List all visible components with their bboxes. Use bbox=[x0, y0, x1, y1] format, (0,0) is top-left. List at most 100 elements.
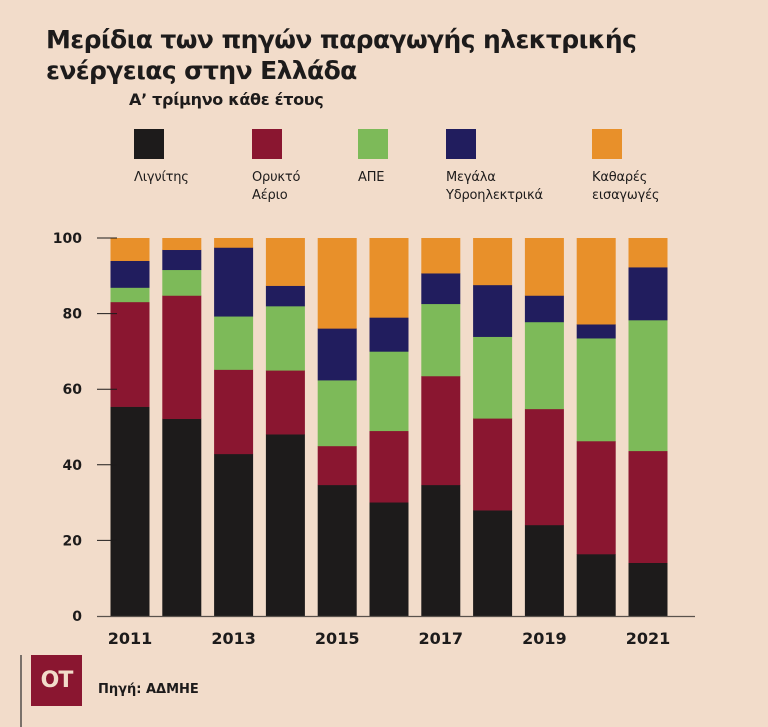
bar-stack-2020 bbox=[576, 238, 616, 617]
bar-segment bbox=[369, 238, 409, 318]
source-note: Πηγή: ΑΔΜΗΕ bbox=[98, 682, 199, 697]
legend-swatch bbox=[446, 129, 476, 159]
chart-title: Μερίδια των πηγών παραγωγής ηλεκτρικής ε… bbox=[46, 25, 637, 85]
legend-item-natural-gas: Ορυκτό Αέριο bbox=[252, 129, 300, 205]
x-tick-label: 2011 bbox=[108, 629, 153, 648]
bar-segment bbox=[628, 238, 668, 268]
bar-segment bbox=[369, 317, 409, 352]
legend-item-lignite: Λιγνίτης bbox=[134, 129, 189, 187]
bar-segment bbox=[524, 321, 564, 410]
bar-stack-2011 bbox=[110, 238, 150, 617]
bar-segment bbox=[110, 287, 150, 303]
legend-label: ΑΠΕ bbox=[358, 170, 385, 185]
axis-group: 2011 2013 2015 2017 2019 2021 0 20 40 60 80 100 bbox=[53, 231, 695, 648]
bar-stack-2019 bbox=[524, 238, 564, 617]
bar-segment bbox=[473, 336, 513, 419]
y-tick-label: 0 bbox=[72, 609, 82, 625]
bar-segment bbox=[524, 295, 564, 323]
bar-segment bbox=[265, 238, 305, 286]
bar-segment bbox=[421, 273, 461, 305]
bar-stack-2014 bbox=[265, 238, 305, 617]
bar-segment bbox=[162, 295, 202, 419]
legend-swatch bbox=[252, 129, 282, 159]
bar-segment bbox=[628, 562, 668, 617]
x-tick-label: 2013 bbox=[211, 629, 256, 648]
ot-logo: OT bbox=[31, 655, 82, 706]
bar-segment bbox=[110, 260, 150, 288]
bar-stack-2015 bbox=[317, 238, 357, 617]
legend-swatch bbox=[592, 129, 622, 159]
bar-segment bbox=[265, 285, 305, 307]
legend-label: Ορυκτό Αέριο bbox=[252, 170, 301, 203]
bar-segment bbox=[317, 380, 357, 447]
bar-segment bbox=[214, 453, 254, 617]
bar-segment bbox=[214, 247, 254, 317]
bar-segment bbox=[265, 434, 305, 617]
legend-item-large-hydro: Μεγάλα Υδροηλεκτρικά bbox=[446, 129, 543, 205]
bar-segment bbox=[214, 238, 254, 248]
bar-stack-2012 bbox=[162, 238, 202, 617]
bar-segment bbox=[110, 238, 150, 261]
bar-segment bbox=[317, 238, 357, 329]
bar-stack-2016 bbox=[369, 238, 409, 617]
legend-swatch bbox=[358, 129, 388, 159]
bar-segment bbox=[524, 238, 564, 296]
bar-segment bbox=[265, 306, 305, 371]
bars-group bbox=[110, 238, 668, 617]
bar-segment bbox=[110, 406, 150, 617]
bar-segment bbox=[473, 238, 513, 286]
x-tick-label: 2019 bbox=[522, 629, 567, 648]
bar-segment bbox=[162, 238, 202, 251]
bar-segment bbox=[473, 284, 513, 337]
x-tick-label: 2021 bbox=[626, 629, 671, 648]
bar-segment bbox=[421, 238, 461, 274]
bar-segment bbox=[473, 418, 513, 511]
bar-stack-2013 bbox=[214, 238, 254, 617]
bar-segment bbox=[214, 369, 254, 455]
bar-segment bbox=[265, 370, 305, 435]
y-tick-label: 40 bbox=[63, 458, 83, 474]
bar-segment bbox=[576, 338, 616, 442]
bar-segment bbox=[628, 267, 668, 321]
footer-divider bbox=[20, 655, 22, 727]
bar-segment bbox=[576, 324, 616, 339]
bar-stack-2018 bbox=[473, 238, 513, 617]
bar-segment bbox=[369, 351, 409, 432]
legend-swatch bbox=[134, 129, 164, 159]
legend-label: Μεγάλα Υδροηλεκτρικά bbox=[446, 170, 543, 203]
bar-segment bbox=[162, 249, 202, 271]
bar-segment bbox=[162, 269, 202, 296]
bar-segment bbox=[110, 301, 150, 407]
bar-segment bbox=[317, 484, 357, 617]
bar-segment bbox=[369, 502, 409, 617]
bar-segment bbox=[628, 450, 668, 564]
bar-segment bbox=[524, 524, 564, 617]
bar-segment bbox=[473, 510, 513, 617]
legend-label: Λιγνίτης bbox=[134, 170, 189, 185]
bar-segment bbox=[369, 430, 409, 503]
bar-segment bbox=[421, 484, 461, 617]
bar-segment bbox=[576, 238, 616, 325]
legend-item-net-imports: Καθαρές εισαγωγές bbox=[592, 129, 660, 205]
bar-segment bbox=[421, 303, 461, 377]
x-tick-label: 2017 bbox=[419, 629, 464, 648]
legend-item-renewables: ΑΠΕ bbox=[358, 129, 388, 187]
bar-segment bbox=[421, 375, 461, 486]
bar-stack-2017 bbox=[421, 238, 461, 617]
legend-label: Καθαρές εισαγωγές bbox=[592, 170, 660, 203]
bar-segment bbox=[317, 445, 357, 486]
y-tick-label: 80 bbox=[63, 307, 83, 323]
bar-segment bbox=[214, 316, 254, 370]
bar-segment bbox=[317, 328, 357, 381]
y-tick-label: 100 bbox=[53, 231, 82, 247]
bar-segment bbox=[628, 320, 668, 452]
bar-stack-2021 bbox=[628, 238, 668, 617]
bar-segment bbox=[524, 408, 564, 526]
bar-segment bbox=[576, 440, 616, 555]
y-tick-label: 60 bbox=[63, 382, 83, 398]
bar-segment bbox=[576, 554, 616, 617]
chart-subtitle: Α’ τρίμηνο κάθε έτους bbox=[129, 90, 324, 109]
x-tick-label: 2015 bbox=[315, 629, 360, 648]
bar-segment bbox=[162, 418, 202, 617]
